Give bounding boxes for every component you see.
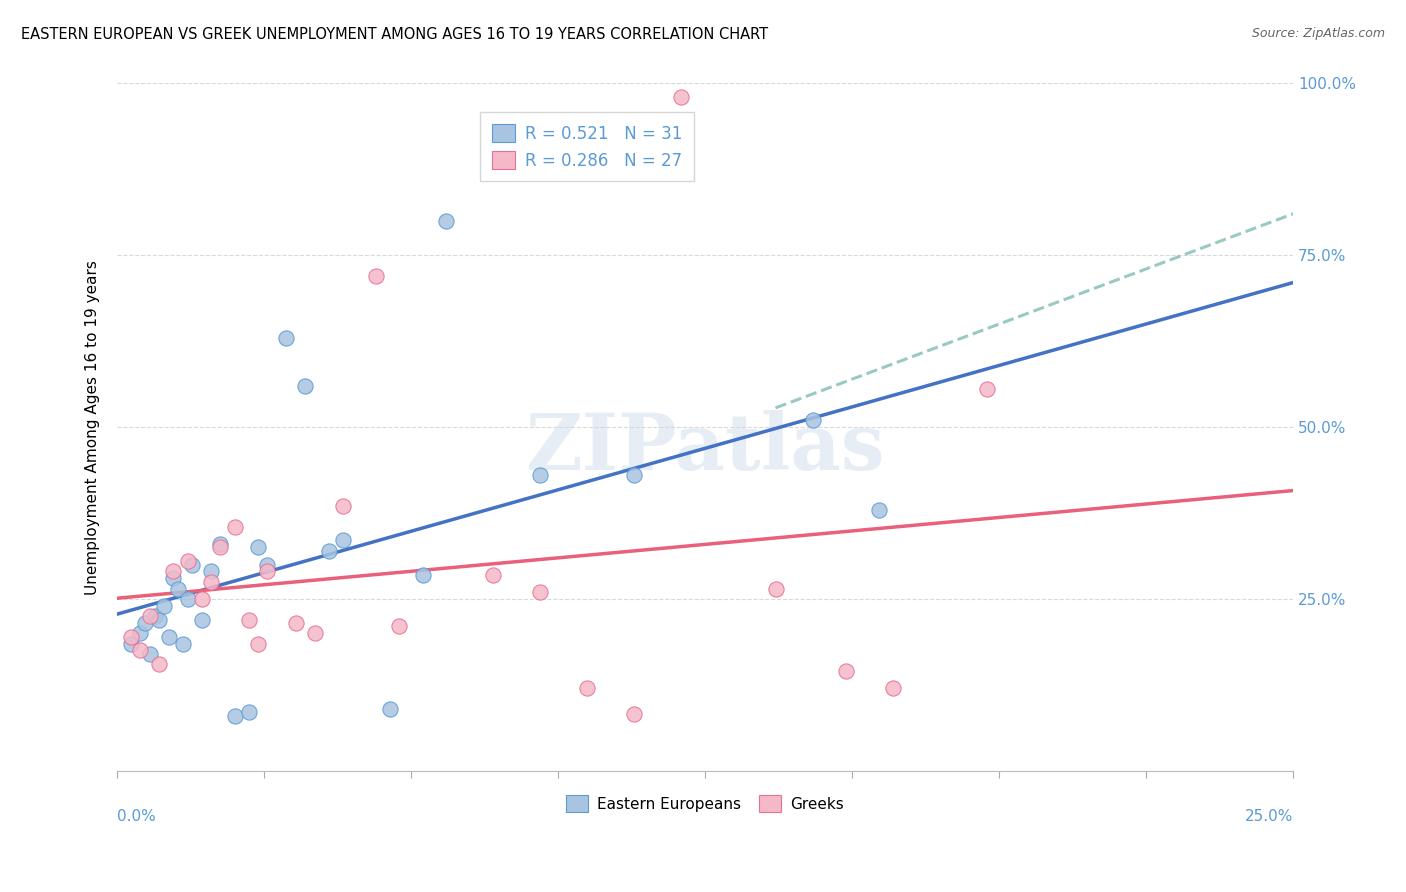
Point [209, 541, 232, 555]
Point [143, 609, 166, 624]
Point [434, 214, 457, 228]
Point [378, 702, 401, 716]
Point [332, 533, 354, 548]
Text: 25.0%: 25.0% [1244, 808, 1294, 823]
Point [181, 558, 204, 572]
Point [276, 331, 298, 345]
Text: ZIPatlas: ZIPatlas [526, 409, 884, 485]
Point [200, 565, 222, 579]
Point [224, 708, 246, 723]
Point [835, 664, 858, 678]
Text: EASTERN EUROPEAN VS GREEK UNEMPLOYMENT AMONG AGES 16 TO 19 YEARS CORRELATION CHA: EASTERN EUROPEAN VS GREEK UNEMPLOYMENT A… [21, 27, 768, 42]
Y-axis label: Unemployment Among Ages 16 to 19 years: Unemployment Among Ages 16 to 19 years [86, 260, 100, 594]
Point [304, 626, 326, 640]
Point [247, 636, 270, 650]
Point [176, 554, 198, 568]
Point [157, 630, 180, 644]
Point [200, 574, 222, 589]
Legend: Eastern Europeans, Greeks: Eastern Europeans, Greeks [560, 789, 849, 818]
Point [332, 499, 354, 513]
Point [238, 613, 260, 627]
Point [172, 636, 194, 650]
Point [167, 582, 190, 596]
Point [364, 268, 387, 283]
Point [120, 636, 142, 650]
Point [224, 519, 246, 533]
Point [129, 626, 152, 640]
Point [139, 609, 162, 624]
Point [623, 468, 645, 483]
Point [482, 567, 505, 582]
Point [238, 706, 260, 720]
Point [256, 558, 278, 572]
Point [176, 591, 198, 606]
Point [868, 502, 890, 516]
Point [576, 681, 599, 696]
Point [148, 613, 170, 627]
Point [139, 647, 162, 661]
Point [162, 565, 184, 579]
Point [256, 565, 278, 579]
Point [529, 468, 551, 483]
Point [318, 543, 340, 558]
Point [134, 615, 156, 630]
Point [148, 657, 170, 672]
Text: Source: ZipAtlas.com: Source: ZipAtlas.com [1251, 27, 1385, 40]
Text: 0.0%: 0.0% [117, 808, 156, 823]
Point [162, 571, 184, 585]
Point [190, 591, 212, 606]
Point [529, 585, 551, 599]
Point [765, 582, 787, 596]
Point [882, 681, 904, 696]
Point [623, 707, 645, 722]
Point [209, 537, 232, 551]
Point [247, 541, 270, 555]
Point [129, 643, 152, 657]
Point [153, 599, 176, 613]
Point [120, 630, 142, 644]
Point [412, 567, 434, 582]
Point [801, 413, 824, 427]
Point [190, 613, 212, 627]
Point [976, 382, 998, 396]
Point [284, 615, 307, 630]
Point [388, 619, 411, 633]
Point [671, 90, 693, 104]
Point [294, 379, 316, 393]
